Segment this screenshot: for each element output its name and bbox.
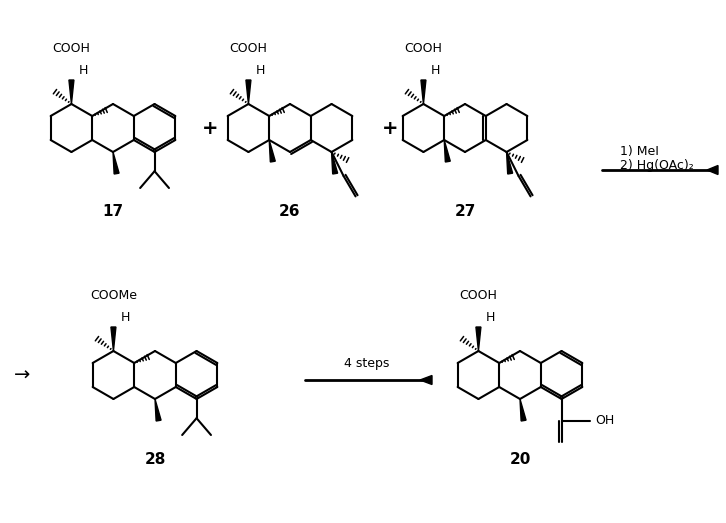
Polygon shape bbox=[111, 327, 116, 351]
Text: 26: 26 bbox=[280, 204, 301, 220]
Polygon shape bbox=[444, 140, 450, 162]
Polygon shape bbox=[155, 399, 161, 421]
Polygon shape bbox=[69, 80, 74, 104]
Text: H: H bbox=[256, 64, 265, 77]
Polygon shape bbox=[520, 399, 526, 421]
Text: 2) Hg(OAc)₂: 2) Hg(OAc)₂ bbox=[620, 158, 694, 172]
Text: OH: OH bbox=[595, 414, 614, 427]
Polygon shape bbox=[476, 327, 481, 351]
Text: COOMe: COOMe bbox=[90, 289, 137, 302]
Text: 4 steps: 4 steps bbox=[344, 358, 390, 370]
Text: 20: 20 bbox=[510, 451, 531, 467]
Polygon shape bbox=[421, 80, 426, 104]
Text: COOH: COOH bbox=[52, 42, 90, 55]
Polygon shape bbox=[246, 80, 251, 104]
Text: +: + bbox=[382, 119, 399, 138]
Polygon shape bbox=[269, 140, 275, 162]
Text: COOH: COOH bbox=[460, 289, 497, 302]
Polygon shape bbox=[707, 165, 718, 175]
Text: →: → bbox=[14, 366, 30, 384]
Text: +: + bbox=[202, 119, 219, 138]
Polygon shape bbox=[507, 152, 513, 174]
Text: H: H bbox=[431, 64, 440, 77]
Text: 17: 17 bbox=[102, 204, 123, 220]
Polygon shape bbox=[113, 152, 119, 174]
Text: COOH: COOH bbox=[404, 42, 442, 55]
Text: 27: 27 bbox=[454, 204, 476, 220]
Text: 1) MeI: 1) MeI bbox=[620, 145, 659, 158]
Polygon shape bbox=[420, 376, 432, 384]
Text: H: H bbox=[78, 64, 88, 77]
Polygon shape bbox=[332, 152, 338, 174]
Text: COOH: COOH bbox=[229, 42, 267, 55]
Text: H: H bbox=[486, 311, 495, 324]
Text: H: H bbox=[121, 311, 130, 324]
Text: 28: 28 bbox=[144, 451, 166, 467]
